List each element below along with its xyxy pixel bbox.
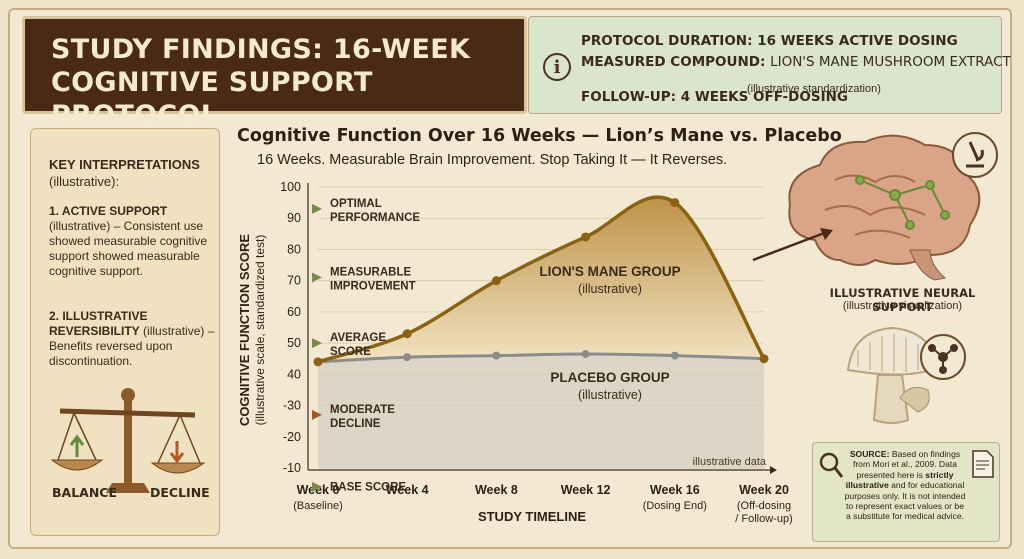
interpretation-item-2: 2. ILLUSTRATIVE REVERSIBILITY (illustrat… — [49, 309, 215, 369]
y-tick-label: 100 — [280, 180, 301, 194]
title-line-2: COGNITIVE SUPPORT PROTOCOL — [51, 67, 373, 131]
chart-points — [313, 198, 769, 367]
placebo-series-note: (illustrative) — [578, 388, 642, 402]
annotation-marker — [312, 338, 322, 349]
item2-note: (illustrative) – Benefits reversed upon … — [49, 324, 215, 368]
annotation-marker — [312, 481, 322, 492]
placebo-series-label: PLACEBO GROUP — [550, 370, 669, 385]
lions-mane-point — [313, 357, 323, 367]
placebo-point — [492, 351, 501, 360]
placebo-point — [581, 350, 590, 359]
interpretations-heading: KEY INTERPRETATIONS — [49, 157, 200, 172]
lions-mane-point — [581, 232, 591, 242]
balance-label: BALANCE — [52, 485, 118, 500]
neural-support-title: ILLUSTRATIVE NEURAL SUPPORT — [829, 286, 976, 314]
source-box: SOURCE: Based on findings from Mori et a… — [812, 442, 1000, 542]
source-text: SOURCE: Based on findings from Mori et a… — [843, 449, 967, 522]
document-icon — [972, 450, 994, 478]
lions-mane-series-label: LION'S MANE GROUP — [539, 264, 680, 279]
annotation-label: MODERATE — [330, 404, 395, 416]
lions-mane-point — [402, 329, 412, 339]
x-tick-label: Week 20 — [739, 483, 789, 497]
placebo-point — [670, 351, 679, 360]
y-tick-label: -30 — [283, 399, 301, 413]
mushroom-icon — [846, 326, 938, 424]
molecule-icon — [920, 334, 966, 380]
annotation-label: AVERAGE — [330, 332, 386, 344]
protocol-info-box: i PROTOCOL DURATION: 16 WEEKS ACTIVE DOS… — [528, 16, 1011, 114]
annotation-marker — [312, 203, 322, 214]
source-text-1: Based on findings from Mori et al., 2009… — [852, 449, 961, 480]
y-tick-label: 90 — [287, 211, 301, 225]
x-tick-sublabel: (Dosing End) — [643, 500, 707, 512]
annotation-label: BASE SCORE — [330, 482, 406, 494]
info-icon: i — [543, 53, 571, 81]
source-label: SOURCE: — [849, 449, 890, 459]
balance-scale-icon — [50, 388, 206, 493]
annotation-label: SCORE — [330, 346, 371, 358]
lions-mane-point — [759, 354, 769, 364]
y-tick-label: 80 — [287, 242, 301, 256]
illustrative-watermark: illustrative data — [693, 456, 767, 468]
y-tick-label: 60 — [287, 305, 301, 319]
source-bold: strictly illustrative — [845, 469, 954, 491]
x-tick-label: Week 4 — [386, 483, 429, 497]
lions-mane-point — [491, 276, 501, 286]
lions-mane-area — [318, 197, 764, 362]
x-axis-label: STUDY TIMELINE — [478, 509, 586, 524]
title-banner: STUDY FINDINGS: 16-WEEK COGNITIVE SUPPOR… — [22, 16, 527, 131]
title-line-1: STUDY FINDINGS: 16-WEEK — [51, 34, 471, 65]
y-tick-label: 40 — [287, 367, 301, 381]
lions-mane-series-note: (illustrative) — [578, 282, 642, 296]
chart-title: Cognitive Function Over 16 Weeks — Lion’… — [237, 126, 842, 146]
interpretation-item-1: 1. ACTIVE SUPPORT (illustrative) – Consi… — [49, 204, 215, 279]
x-tick-label: Week 12 — [561, 483, 611, 497]
x-tick-sublabel: (Baseline) — [293, 500, 343, 512]
annotation-marker — [312, 272, 322, 283]
decline-label: DECLINE — [150, 485, 210, 500]
compound-value: LION'S MANE MUSHROOM EXTRACT — [770, 54, 1011, 70]
compound-note: (illustrative standardization) — [747, 83, 881, 95]
y-tick-label: -10 — [283, 461, 301, 475]
measured-compound: MEASURED COMPOUND: LION'S MANE MUSHROOM … — [581, 54, 1011, 70]
x-axis-arrow — [770, 466, 777, 474]
y-tick-label: 50 — [287, 336, 301, 350]
protocol-duration: PROTOCOL DURATION: 16 WEEKS ACTIVE DOSIN… — [581, 33, 958, 49]
annotation-marker — [312, 409, 322, 420]
x-tick-label: Week 0 — [297, 483, 340, 497]
x-tick-label: Week 16 — [650, 483, 700, 497]
brain-icon — [752, 134, 981, 281]
source-text-2: and for educational purposes only. It is… — [844, 480, 966, 522]
page-title: STUDY FINDINGS: 16-WEEK COGNITIVE SUPPOR… — [51, 33, 521, 132]
x-tick-label: Week 8 — [475, 483, 518, 497]
chart-subtitle: 16 Weeks. Measurable Brain Improvement. … — [257, 152, 728, 168]
placebo-area — [318, 354, 764, 468]
microscope-icon — [952, 132, 998, 178]
item2-title: 2. ILLUSTRATIVE REVERSIBILITY — [49, 309, 148, 338]
item1-note: (illustrative) – Consistent use showed m… — [49, 219, 208, 278]
annotation-label: OPTIMAL — [330, 198, 382, 210]
y-tick-label: -20 — [283, 430, 301, 444]
interpretations-heading-note: (illustrative): — [49, 174, 120, 189]
x-tick-sublabel: / Follow-up) — [735, 513, 792, 525]
item1-title: 1. ACTIVE SUPPORT — [49, 204, 168, 218]
annotation-label: PERFORMANCE — [330, 212, 420, 224]
magnifier-icon — [819, 452, 844, 478]
neural-support-note: (illustrative visualization) — [842, 300, 963, 312]
annotation-label: MEASURABLE — [330, 267, 411, 279]
y-axis-label-line2: (illustrative scale, standardized test) — [253, 235, 267, 426]
x-tick-sublabel: (Off-dosing — [737, 500, 791, 512]
placebo-point — [403, 353, 412, 362]
annotation-label: IMPROVEMENT — [330, 281, 416, 293]
y-axis-label-line1: COGNITIVE FUNCTION SCORE — [237, 234, 252, 426]
compound-label: MEASURED COMPOUND: — [581, 54, 766, 70]
chart-areas — [318, 197, 764, 468]
placebo-line — [317, 352, 765, 364]
annotation-label: DECLINE — [330, 418, 381, 430]
y-tick-label: 70 — [287, 274, 301, 288]
chart-labels: 100 90 80 70 60 50 40 -30 -20 -10 Week 0 (Baseline)… — [280, 180, 793, 525]
follow-up: FOLLOW-UP: 4 WEEKS OFF-DOSING — [581, 89, 848, 105]
lions-mane-point — [670, 198, 680, 208]
